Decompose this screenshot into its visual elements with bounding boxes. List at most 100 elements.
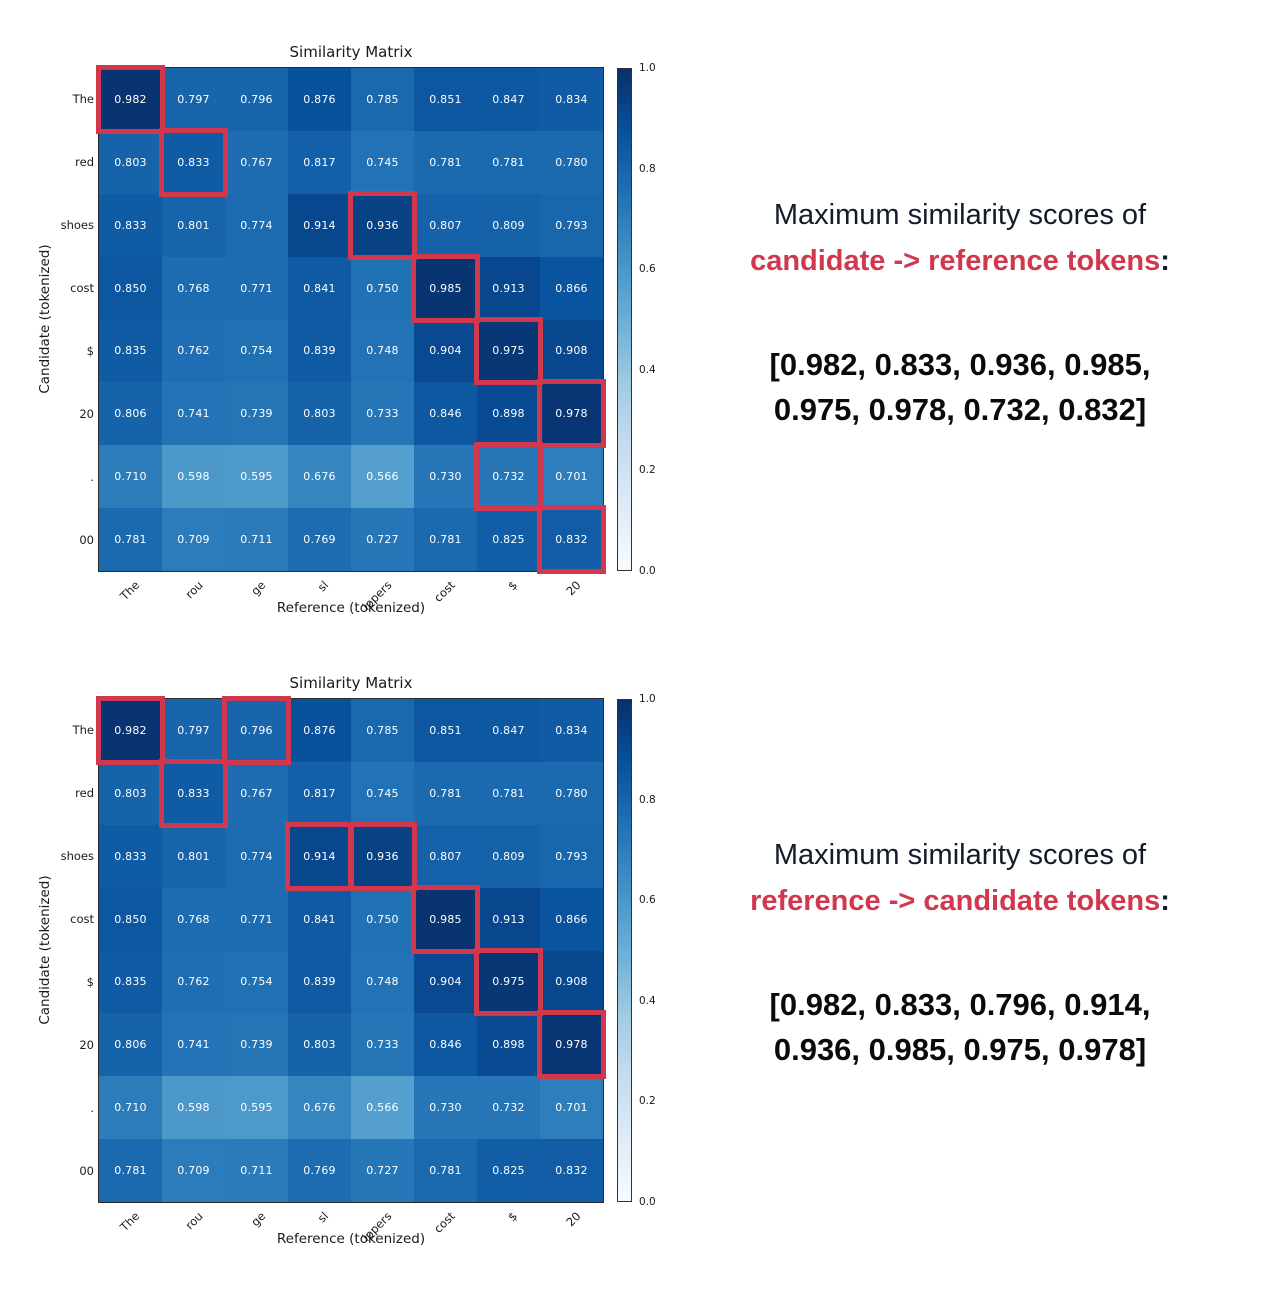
matrix-cell: 0.727 bbox=[351, 1139, 414, 1202]
highlight-box bbox=[96, 696, 165, 765]
matrix-cell: 0.711 bbox=[225, 1139, 288, 1202]
matrix-cell: 0.709 bbox=[162, 1139, 225, 1202]
matrix-cell: 0.767 bbox=[225, 130, 288, 194]
matrix-cell: 0.839 bbox=[288, 319, 351, 383]
matrix-cell: 0.781 bbox=[414, 508, 477, 571]
matrix-cell: 0.975 bbox=[477, 950, 540, 1014]
matrix-cell: 0.774 bbox=[225, 824, 288, 888]
matrix-cell: 0.730 bbox=[414, 1076, 477, 1140]
matrix-cell: 0.732 bbox=[477, 445, 540, 509]
matrix-cell: 0.598 bbox=[162, 1076, 225, 1140]
matrix-cell: 0.850 bbox=[99, 887, 162, 951]
x-tick-label: 20 bbox=[563, 578, 584, 599]
matrix-cell: 0.833 bbox=[162, 130, 225, 194]
y-tick-label: cost bbox=[70, 912, 94, 927]
matrix-cell: 0.785 bbox=[351, 699, 414, 762]
y-tick-label: 00 bbox=[79, 1163, 94, 1178]
y-tick-label: cost bbox=[70, 281, 94, 296]
matrix-cell: 0.803 bbox=[288, 1013, 351, 1077]
matrix-cell: 0.851 bbox=[414, 68, 477, 131]
annotation-direction-text: candidate -> reference tokens bbox=[750, 245, 1161, 277]
matrix-cell: 0.806 bbox=[99, 1013, 162, 1077]
matrix-cell: 0.598 bbox=[162, 445, 225, 509]
annotation-scores-line2: 0.936, 0.985, 0.975, 0.978] bbox=[773, 1032, 1147, 1067]
matrix-cell: 0.833 bbox=[162, 761, 225, 825]
y-tick-label: shoes bbox=[60, 849, 94, 864]
colorbar bbox=[617, 699, 632, 1202]
matrix-cell: 0.832 bbox=[540, 508, 603, 571]
matrix-cell: 0.595 bbox=[225, 1076, 288, 1140]
y-axis-label: Candidate (tokenized) bbox=[37, 244, 53, 394]
matrix-cell: 0.676 bbox=[288, 1076, 351, 1140]
annotation-subheading: candidate -> reference tokens: bbox=[680, 238, 1240, 284]
highlight-box bbox=[474, 442, 543, 512]
matrix-cell: 0.750 bbox=[351, 887, 414, 951]
matrix-cell: 0.781 bbox=[414, 761, 477, 825]
matrix-cell: 0.768 bbox=[162, 256, 225, 320]
matrix-cell: 0.835 bbox=[99, 319, 162, 383]
annotation-scores-line1: [0.982, 0.833, 0.936, 0.985, bbox=[769, 347, 1151, 382]
heatmap-plot: 0.982 0.797 0.796 0.876 0.785 0.851 0.847 0.834… bbox=[96, 65, 606, 574]
y-tick-label: The bbox=[72, 92, 94, 107]
matrix-cell: 0.739 bbox=[225, 382, 288, 446]
matrix-cell: 0.913 bbox=[477, 887, 540, 951]
matrix-cell: 0.839 bbox=[288, 950, 351, 1014]
matrix-cell: 0.898 bbox=[477, 382, 540, 446]
matrix-cell: 0.711 bbox=[225, 508, 288, 571]
matrix-cell: 0.785 bbox=[351, 68, 414, 131]
colorbar bbox=[617, 68, 632, 571]
matrix-cell: 0.936 bbox=[351, 193, 414, 257]
matrix-cell: 0.806 bbox=[99, 382, 162, 446]
matrix-cell: 0.781 bbox=[477, 130, 540, 194]
matrix-cell: 0.898 bbox=[477, 1013, 540, 1077]
matrix-cell: 0.847 bbox=[477, 699, 540, 762]
highlight-box bbox=[222, 696, 291, 765]
annotation-subheading: reference -> candidate tokens: bbox=[680, 878, 1240, 924]
matrix-cell: 0.796 bbox=[225, 68, 288, 131]
matrix-cell: 0.780 bbox=[540, 761, 603, 825]
matrix-cell: 0.866 bbox=[540, 256, 603, 320]
matrix-cell: 0.825 bbox=[477, 508, 540, 571]
y-tick-label: $ bbox=[86, 974, 94, 989]
matrix-cell: 0.846 bbox=[414, 1013, 477, 1077]
matrix-cell: 0.781 bbox=[99, 1139, 162, 1202]
matrix-cell: 0.754 bbox=[225, 319, 288, 383]
matrix-cell: 0.866 bbox=[540, 887, 603, 951]
annotation-scores-line2: 0.975, 0.978, 0.732, 0.832] bbox=[773, 392, 1147, 427]
y-tick-label: 00 bbox=[79, 532, 94, 547]
matrix-cell: 0.904 bbox=[414, 950, 477, 1014]
matrix-cell: 0.914 bbox=[288, 193, 351, 257]
colorbar-tick-label: 0.0 bbox=[639, 1196, 656, 1208]
matrix-cell: 0.762 bbox=[162, 319, 225, 383]
matrix-cell: 0.809 bbox=[477, 193, 540, 257]
colorbar-tick-label: 0.0 bbox=[639, 565, 656, 577]
matrix-cell: 0.913 bbox=[477, 256, 540, 320]
matrix-cell: 0.803 bbox=[99, 130, 162, 194]
similarity-matrix-figure-bottom: Similarity Matrix Candidate (tokenized) … bbox=[0, 631, 660, 1271]
highlight-box bbox=[474, 947, 543, 1017]
x-tick-label: $ bbox=[505, 1209, 521, 1225]
matrix-cell: 0.914 bbox=[288, 824, 351, 888]
y-tick-label: 20 bbox=[79, 1037, 94, 1052]
highlight-box bbox=[96, 65, 165, 134]
y-tick-label: The bbox=[72, 723, 94, 738]
matrix-cell: 0.797 bbox=[162, 68, 225, 131]
matrix-cell: 0.745 bbox=[351, 130, 414, 194]
matrix-cell: 0.876 bbox=[288, 68, 351, 131]
matrix-cell: 0.781 bbox=[477, 761, 540, 825]
colorbar-tick-label: 1.0 bbox=[639, 62, 656, 74]
highlight-box bbox=[348, 190, 417, 260]
matrix-cell: 0.780 bbox=[540, 130, 603, 194]
matrix-cell: 0.748 bbox=[351, 950, 414, 1014]
matrix-cell: 0.595 bbox=[225, 445, 288, 509]
matrix-cell: 0.733 bbox=[351, 1013, 414, 1077]
highlight-box bbox=[474, 316, 543, 386]
matrix-cell: 0.566 bbox=[351, 445, 414, 509]
matrix-cell: 0.754 bbox=[225, 950, 288, 1014]
matrix-cell: 0.801 bbox=[162, 824, 225, 888]
matrix-cell: 0.771 bbox=[225, 887, 288, 951]
matrix-cell: 0.762 bbox=[162, 950, 225, 1014]
matrix-cell: 0.739 bbox=[225, 1013, 288, 1077]
matrix-cell: 0.841 bbox=[288, 887, 351, 951]
